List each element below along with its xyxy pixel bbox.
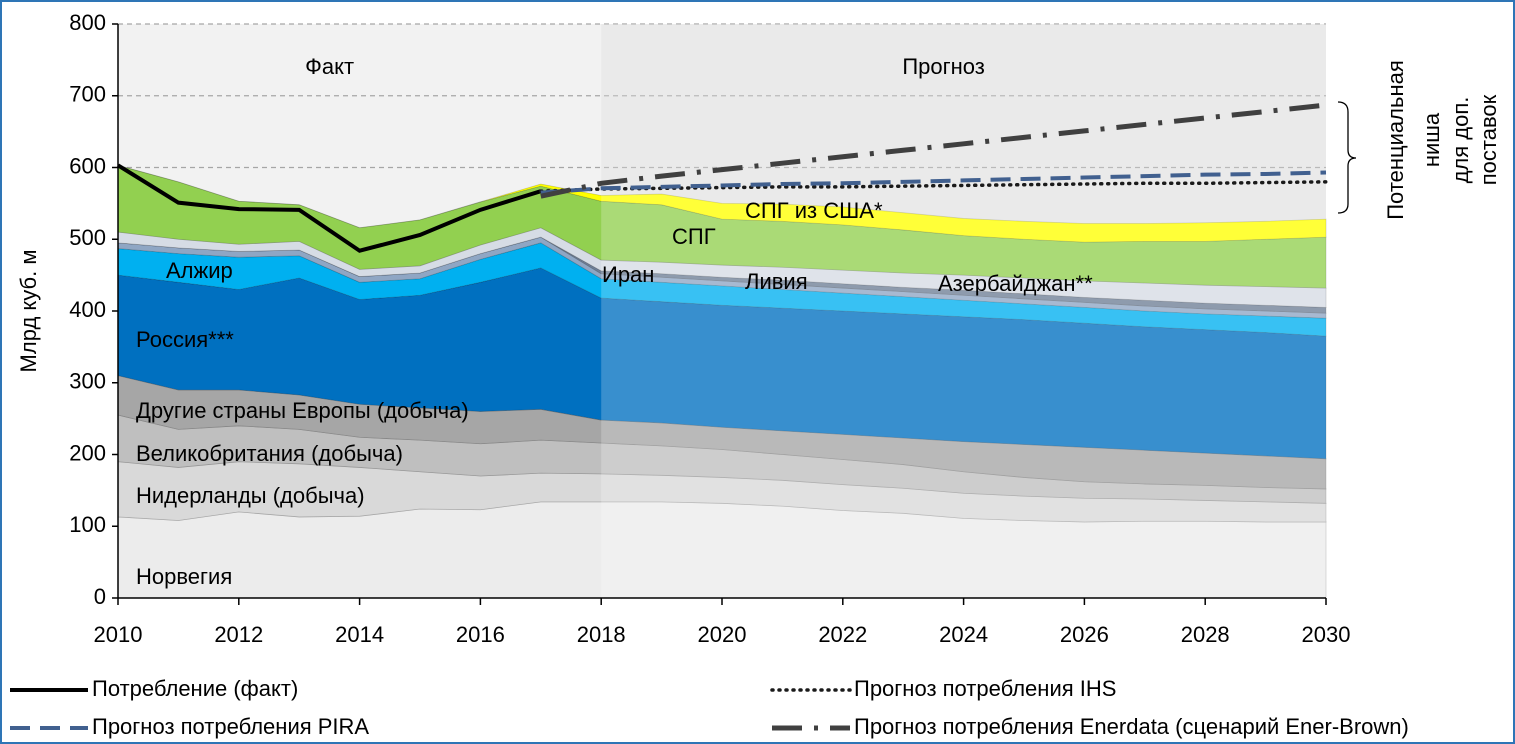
legend-label: Прогноз потребления IHS: [854, 676, 1116, 701]
area-label: Россия***: [136, 327, 234, 352]
area: [117, 236, 1327, 319]
x-tick-label: 2012: [214, 622, 263, 647]
x-tick-label: 2022: [818, 622, 867, 647]
y-tick-label: 0: [94, 584, 106, 609]
area-label: СПГ: [672, 224, 716, 249]
y-tick-label: 400: [69, 297, 106, 322]
line: [540, 170, 1327, 195]
area-label: Ливия: [745, 269, 808, 294]
y-tick-label: 600: [69, 153, 106, 178]
annotation: Потенциальная: [1383, 60, 1408, 220]
x-tick-label: 2020: [698, 622, 747, 647]
line: [539, 180, 1328, 193]
area: [117, 236, 1327, 314]
area-label: Норвегия: [136, 564, 232, 589]
x-tick-label: 2010: [94, 622, 143, 647]
region-label: Факт: [305, 54, 354, 79]
annotation: поставок: [1476, 94, 1501, 185]
region-label: Прогноз: [902, 54, 985, 79]
y-tick-label: 700: [69, 82, 106, 107]
bracket: [1337, 101, 1357, 214]
y-tick-label: 300: [69, 369, 106, 394]
legend-label: Прогноз потребления Enerdata (сценарий E…: [854, 714, 1409, 739]
area-label: Другие страны Европы (добыча): [136, 398, 469, 423]
y-tick-label: 100: [69, 512, 106, 537]
area-label: Алжир: [166, 258, 233, 283]
annotation: ниша: [1419, 112, 1444, 167]
x-tick-label: 2030: [1302, 622, 1351, 647]
x-tick-label: 2016: [456, 622, 505, 647]
area-label: Иран: [602, 262, 654, 287]
x-tick-label: 2024: [939, 622, 988, 647]
annotation: для доп.: [1448, 97, 1473, 184]
y-tick-label: 200: [69, 440, 106, 465]
legend-label: Потребление (факт): [92, 676, 298, 701]
y-tick-label: 500: [69, 225, 106, 250]
area-label: Азербайджан**: [938, 271, 1093, 296]
legend-label: Прогноз потребления PIRA: [92, 714, 369, 739]
area-label: Великобритания (добыча): [136, 441, 403, 466]
area-label: СПГ из США*: [745, 198, 883, 223]
x-tick-label: 2014: [335, 622, 384, 647]
x-tick-label: 2018: [577, 622, 626, 647]
y-axis-label: Млрд куб. м: [16, 250, 41, 373]
y-tick-label: 800: [69, 10, 106, 35]
x-tick-label: 2026: [1060, 622, 1109, 647]
line: [540, 102, 1327, 199]
x-tick-label: 2028: [1181, 622, 1230, 647]
line: [116, 163, 542, 253]
area-label: Нидерланды (добыча): [136, 483, 365, 508]
forecast-overlay: [601, 24, 1326, 598]
area: [117, 164, 1327, 243]
